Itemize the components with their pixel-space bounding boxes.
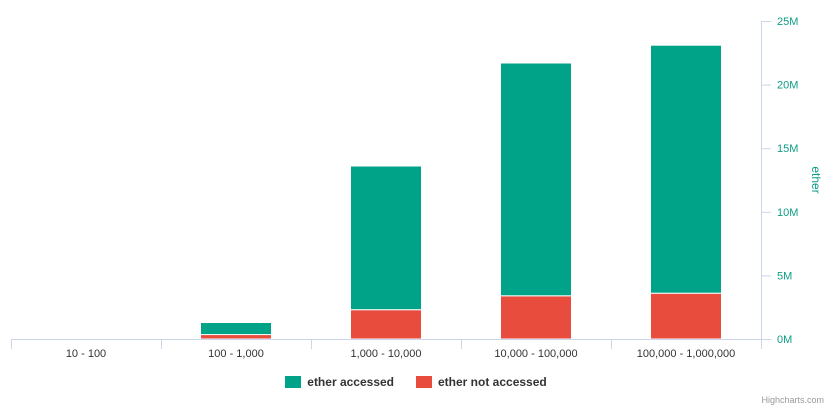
bar-accessed-3[interactable] <box>500 62 572 297</box>
y-tick-label: 15M <box>777 143 798 155</box>
bar-accessed-2[interactable] <box>350 165 422 311</box>
legend-item-ether-accessed[interactable]: ether accessed <box>285 375 394 389</box>
legend-swatch-accessed <box>285 376 302 388</box>
x-tick-label: 100,000 - 1,000,000 <box>637 348 735 360</box>
y-tick-label: 25M <box>777 16 798 28</box>
credits-link[interactable]: Highcharts.com <box>761 395 824 405</box>
y-tick-label: 10M <box>777 207 798 219</box>
bar-not-accessed-1[interactable] <box>200 334 272 340</box>
legend-label-not-accessed: ether not accessed <box>438 375 547 389</box>
bar-not-accessed-3[interactable] <box>500 295 572 340</box>
bar-not-accessed-2[interactable] <box>350 309 422 340</box>
legend-label-accessed: ether accessed <box>307 375 394 389</box>
bars-group <box>50 44 722 340</box>
x-tick-label: 1,000 - 10,000 <box>351 348 422 360</box>
bar-accessed-1[interactable] <box>200 322 272 336</box>
y-tick-label: 0M <box>777 334 792 346</box>
x-tick-label: 10 - 100 <box>66 348 106 360</box>
legend: ether accessed ether not accessed <box>0 375 832 389</box>
y-tick-label: 5M <box>777 270 792 282</box>
y-tick-label: 20M <box>777 80 798 92</box>
y-axis: 0M 5M 10M 15M 20M 25M <box>761 16 798 346</box>
legend-swatch-not-accessed <box>416 376 432 388</box>
x-axis: 10 - 100 100 - 1,000 1,000 - 10,000 10,000 … <box>11 339 762 360</box>
legend-item-ether-not-accessed[interactable]: ether not accessed <box>416 375 547 389</box>
bar-not-accessed-4[interactable] <box>650 292 722 340</box>
y-axis-title: ether <box>809 166 823 193</box>
x-tick-label: 100 - 1,000 <box>208 348 264 360</box>
bar-accessed-4[interactable] <box>650 44 722 294</box>
x-tick-label: 10,000 - 100,000 <box>494 348 577 360</box>
